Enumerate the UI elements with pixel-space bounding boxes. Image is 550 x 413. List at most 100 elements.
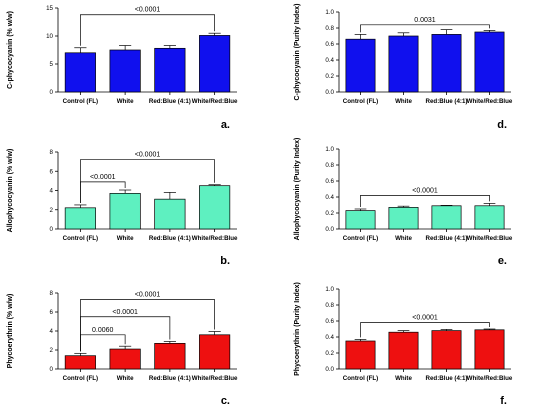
y-tick-label: 0.4 <box>325 57 334 64</box>
bar <box>154 198 186 230</box>
y-tick-label: 2 <box>50 207 54 214</box>
bar <box>345 210 376 230</box>
bar <box>199 185 231 230</box>
p-value-label: <0.0001 <box>90 174 116 181</box>
y-tick-label: 0.0 <box>325 366 334 373</box>
chart-panel-e: 0.0 0.2 0.4 0.6 0.8 1.0 Allophycocyanin (Purit… <box>294 138 513 267</box>
bar <box>388 331 419 370</box>
chart-panel-a: 0 5 10 15 C-phycocyanin (% w/w) Control (FL) W… <box>7 5 238 131</box>
bar <box>388 35 419 93</box>
category-label: White <box>395 375 412 382</box>
bar <box>109 49 141 93</box>
category-label: Control (FL) <box>63 375 98 382</box>
p-value-label: 0.0060 <box>92 327 114 334</box>
bar <box>64 207 96 230</box>
y-tick-label: 0.2 <box>325 73 334 80</box>
y-axis-label: Allophycocyanin (% w/w) <box>7 149 14 233</box>
bar <box>345 38 376 93</box>
category-label: White <box>395 98 412 105</box>
y-tick-label: 0.8 <box>325 25 334 32</box>
category-label: Control (FL) <box>343 235 378 242</box>
bar <box>474 205 505 230</box>
bar <box>474 329 505 370</box>
panel-label: b. <box>220 255 230 267</box>
bar <box>388 207 419 230</box>
y-tick-label: 8 <box>50 290 54 297</box>
y-tick-label: 1.0 <box>325 146 334 153</box>
y-tick-label: 0.4 <box>325 194 334 201</box>
category-label: White/Red:Blue <box>192 235 238 242</box>
panel-label: e. <box>498 255 507 267</box>
chart-panel-d: 0.0 0.2 0.4 0.6 0.8 1.0 C-phycocyanin (Purity … <box>294 4 513 131</box>
y-axis-label: Allophycocyanin (Purity Index) <box>294 138 301 241</box>
category-label: White/Red:Blue <box>192 375 238 382</box>
category-label: White <box>395 235 412 242</box>
y-tick-label: 1.0 <box>325 9 334 16</box>
significance-bracket <box>360 322 490 338</box>
category-label: Red:Blue (4:1) <box>149 235 191 242</box>
y-tick-label: 5 <box>50 61 54 68</box>
panel-label: a. <box>221 119 230 131</box>
y-tick-label: 4 <box>50 188 54 195</box>
category-label: Control (FL) <box>63 98 98 105</box>
y-tick-label: 8 <box>50 149 54 156</box>
y-tick-label: 0 <box>50 366 54 373</box>
y-tick-label: 0.6 <box>325 178 334 185</box>
y-tick-label: 0.0 <box>325 89 334 96</box>
y-tick-label: 1.0 <box>325 286 334 293</box>
bar <box>154 47 186 93</box>
category-label: Control (FL) <box>63 235 98 242</box>
y-tick-label: 15 <box>46 5 53 12</box>
y-axis-label: Phycoerythrin (% w/w) <box>7 294 14 369</box>
y-tick-label: 0.6 <box>325 318 334 325</box>
y-tick-label: 4 <box>50 328 54 335</box>
significance-bracket <box>360 195 490 207</box>
chart-panel-b: 0 2 4 6 8 Allophycocyanin (% w/w) Control (FL)… <box>7 149 238 267</box>
y-axis-label: C-phycocyanin (% w/w) <box>7 11 14 89</box>
significance-bracket <box>80 159 215 203</box>
y-tick-label: 0.0 <box>325 226 334 233</box>
y-tick-label: 0.4 <box>325 334 334 341</box>
bar <box>474 31 505 93</box>
p-value-label: <0.0001 <box>112 309 138 316</box>
panel-label: f. <box>500 395 507 407</box>
y-tick-label: 10 <box>46 33 53 40</box>
y-tick-label: 0 <box>50 226 54 233</box>
category-label: White/Red:Blue <box>467 235 513 242</box>
p-value-label: <0.0001 <box>412 187 438 194</box>
y-tick-label: 0.8 <box>325 302 334 309</box>
y-tick-label: 0.2 <box>325 210 334 217</box>
significance-bracket <box>80 14 215 46</box>
y-tick-label: 2 <box>50 347 54 354</box>
category-label: White <box>117 98 134 105</box>
bar <box>154 343 186 370</box>
p-value-label: <0.0001 <box>135 152 161 159</box>
bar <box>109 193 141 230</box>
bar <box>345 340 376 370</box>
category-label: White <box>117 235 134 242</box>
category-label: White/Red:Blue <box>467 375 513 382</box>
y-tick-label: 0.2 <box>325 350 334 357</box>
y-axis-label: C-phycocyanin (Purity Index) <box>294 4 301 101</box>
bar <box>199 334 231 370</box>
category-label: Red:Blue (4:1) <box>149 98 191 105</box>
category-label: Red:Blue (4:1) <box>149 375 191 382</box>
p-value-label: <0.0001 <box>135 292 161 299</box>
bar <box>431 34 462 93</box>
category-label: White/Red:Blue <box>467 98 513 105</box>
y-tick-label: 0.8 <box>325 162 334 169</box>
bar <box>109 348 141 370</box>
bar <box>64 52 96 93</box>
p-value-label: <0.0001 <box>412 315 438 322</box>
panel-label: c. <box>221 395 230 407</box>
bar <box>431 330 462 370</box>
bar <box>199 35 231 93</box>
y-tick-label: 0.6 <box>325 41 334 48</box>
p-value-label: <0.0001 <box>135 7 161 14</box>
category-label: Red:Blue (4:1) <box>426 375 468 382</box>
y-axis-label: Phycoerythrin (Purity Index) <box>294 282 301 376</box>
chart-panel-c: 0 2 4 6 8 Phycoerythrin (% w/w) Control (FL) Wh… <box>7 290 238 407</box>
bar <box>64 355 96 370</box>
p-value-label: 0.0031 <box>414 17 436 24</box>
